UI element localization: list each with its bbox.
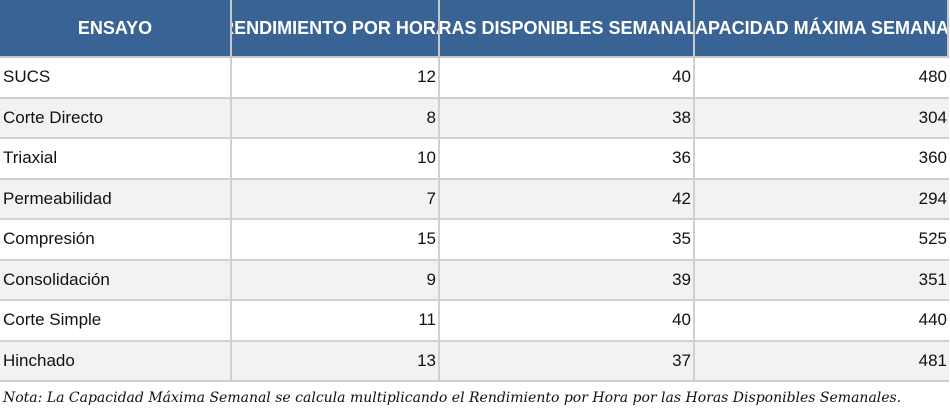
- header-cell: RENDIMIENTO POR HORA: [232, 0, 440, 56]
- header-text: HORAS DISPONIBLES SEMANALES: [440, 17, 693, 38]
- header-cell: ENSAYO: [0, 0, 232, 56]
- table-cell: 360: [918, 148, 947, 168]
- table-cell: 440: [918, 310, 947, 330]
- table-row: Hinchado 13 37 481: [0, 341, 949, 382]
- header-text: ENSAYO: [77, 17, 153, 38]
- table-cell: Corte Directo: [0, 98, 232, 137]
- table-cell: 13: [232, 341, 440, 380]
- table-cell: 15: [232, 220, 440, 259]
- table-cell: 9: [232, 260, 440, 299]
- table-cell: 8: [232, 98, 440, 137]
- table-row: SUCS 12 40 480: [0, 58, 949, 99]
- table-cell: 35: [440, 220, 695, 259]
- table-cell: 39: [440, 260, 695, 299]
- header-text: CAPACIDAD MÁXIMA SEMANAL: [695, 17, 949, 38]
- table-cell: 38: [440, 98, 695, 137]
- table-cell: 294: [918, 188, 947, 208]
- table-cell: 7: [232, 179, 440, 218]
- table-cell: 480: [918, 67, 947, 87]
- table-cell: Consolidación: [0, 260, 232, 299]
- table-cell: 42: [440, 179, 695, 218]
- table-cell: Permeabilidad: [0, 179, 232, 218]
- table-row: Corte Simple 11 40 440: [0, 301, 949, 342]
- table-cell: 304: [918, 107, 947, 127]
- table: ENSAYO RENDIMIENTO POR HORAHORAS DISPONIB…: [0, 0, 949, 382]
- table-cell: 40: [440, 58, 695, 97]
- table-cell: 40: [440, 301, 695, 340]
- header-text: RENDIMIENTO POR HORA: [232, 17, 440, 38]
- header-cell: HORAS DISPONIBLES SEMANALES: [440, 0, 695, 56]
- table-row: Compresión 15 35 525: [0, 220, 949, 261]
- table-cell: 481: [918, 350, 947, 370]
- table-cell: SUCS: [0, 58, 232, 97]
- table-cell: Hinchado: [0, 341, 232, 380]
- table-cell: Triaxial: [0, 139, 232, 178]
- table-row: Consolidación 9 39 351: [0, 260, 949, 301]
- table-cell: Corte Simple: [0, 301, 232, 340]
- table-row: Corte Directo 8 38 304: [0, 98, 949, 139]
- table-row: Permeabilidad 7 42 294: [0, 179, 949, 220]
- note: Nota: La Capacidad Máxima Semanal se cal…: [3, 390, 902, 406]
- table-cell: 10: [232, 139, 440, 178]
- table-cell: 12: [232, 58, 440, 97]
- table-cell: 37: [440, 341, 695, 380]
- header-cell: CAPACIDAD MÁXIMA SEMANAL: [695, 0, 949, 56]
- table-cell: 351: [918, 269, 947, 289]
- table-cell: Compresión: [0, 220, 232, 259]
- header-row: ENSAYO RENDIMIENTO POR HORAHORAS DISPONIB…: [0, 0, 949, 58]
- table-cell: 36: [440, 139, 695, 178]
- table-row: Triaxial 10 36 360: [0, 139, 949, 180]
- table-cell: 525: [918, 229, 947, 249]
- table-cell: 11: [232, 301, 440, 340]
